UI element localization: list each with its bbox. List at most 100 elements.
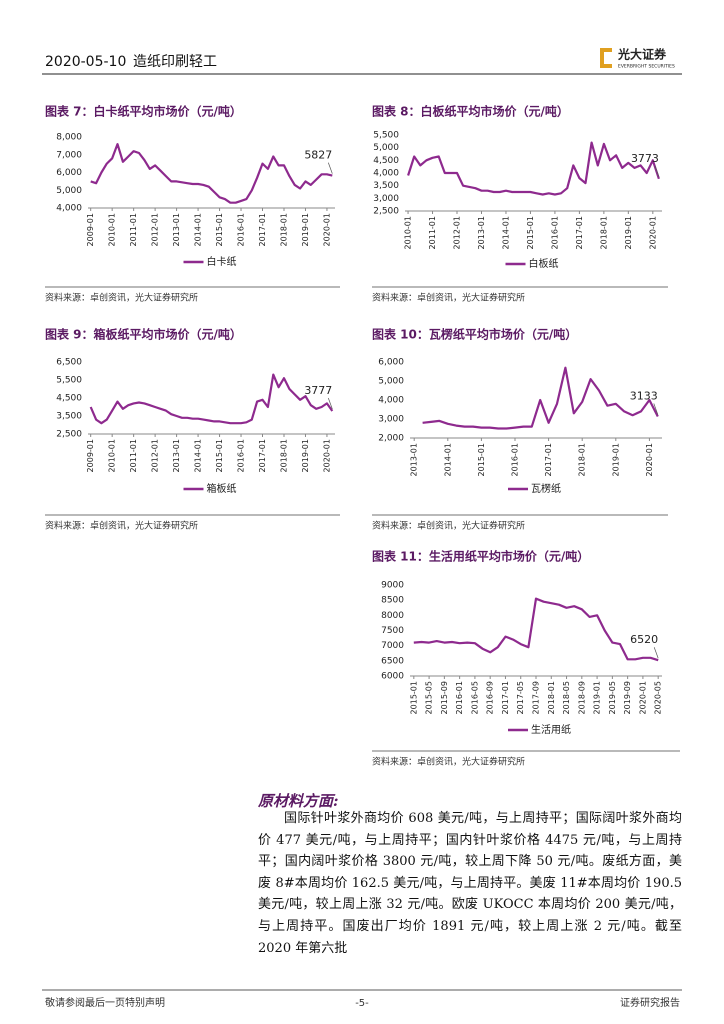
line-series (90, 143, 333, 204)
y-tick-label: 2,500 (56, 430, 82, 440)
x-tick-label: 2011-01 (428, 216, 437, 249)
x-tick-label: 2020-01 (648, 216, 657, 249)
x-tick-label: 2016-09 (486, 681, 495, 714)
x-tick-label: 2016-01 (455, 681, 464, 714)
x-tick-label: 2017-01 (575, 216, 584, 249)
y-tick-label: 3,000 (373, 194, 399, 204)
x-tick-label: 2017-01 (258, 213, 267, 246)
x-tick-label: 2020-01 (638, 681, 647, 714)
x-tick-label: 2014-01 (194, 439, 203, 472)
line-series (413, 597, 659, 662)
y-tick-label: 6,000 (378, 358, 404, 368)
y-tick-label: 5,500 (373, 131, 399, 141)
line-series (407, 141, 660, 196)
x-tick-label: 2015-01 (526, 216, 535, 249)
source: 资料来源：卓创资讯，光大证券研究所 (45, 520, 198, 532)
x-tick-label: 2009-01 (86, 213, 95, 246)
y-tick-label: 9000 (381, 581, 404, 591)
annotation: 6520 (630, 633, 658, 646)
y-tick-label: 5,000 (56, 186, 82, 196)
x-tick-label: 2015-01 (409, 681, 418, 714)
x-tick-label: 2013-01 (172, 439, 181, 472)
section-body: 国际针叶浆外商均价 608 美元/吨，与上周持平；国际阔叶浆外商均价 477 美… (258, 811, 682, 956)
y-tick-label: 6000 (381, 672, 404, 682)
x-tick-label: 2011-01 (129, 439, 138, 472)
y-tick-label: 7000 (381, 641, 404, 651)
y-tick-label: 7500 (381, 626, 404, 636)
source: 资料来源：卓创资讯，光大证券研究所 (372, 520, 525, 532)
footer-page: -5- (355, 998, 369, 1009)
x-tick-label: 2017-09 (532, 681, 541, 714)
legend-label: 白板纸 (529, 257, 559, 270)
header-date: 2020-05-10 (45, 54, 126, 70)
chart-title: 图表 9：箱板纸平均市场价（元/吨） (45, 327, 242, 342)
annotation: 3777 (304, 384, 332, 397)
x-tick-label: 2013-01 (477, 216, 486, 249)
x-tick-label: 2015-05 (425, 681, 434, 714)
x-tick-label: 2015-01 (215, 439, 224, 472)
annotation-leader (327, 162, 333, 174)
x-tick-label: 2020-01 (645, 443, 654, 476)
legend-label: 白卡纸 (207, 255, 237, 268)
x-tick-label: 2018-01 (279, 213, 288, 246)
x-tick-label: 2016-01 (511, 443, 520, 476)
y-tick-label: 4,500 (373, 156, 399, 166)
logo-text-en: EVERBRIGHT SECURITIES (618, 64, 675, 70)
section-heading: 原材料方面: (258, 792, 339, 810)
x-tick-label: 2018-09 (577, 681, 586, 714)
x-tick-label: 2019-01 (593, 681, 602, 714)
x-tick-label: 2019-01 (624, 216, 633, 249)
y-tick-label: 2,000 (378, 434, 404, 444)
x-tick-label: 2013-01 (410, 443, 419, 476)
footer-left: 敬请参阅最后一页特别声明 (45, 996, 165, 1009)
x-tick-label: 2010-01 (108, 213, 117, 246)
x-tick-label: 2009-01 (86, 439, 95, 472)
x-tick-label: 2019-05 (608, 681, 617, 714)
header-sector: 造纸印刷轻工 (133, 54, 217, 70)
annotation: 3133 (630, 389, 658, 402)
y-tick-label: 4,000 (378, 396, 404, 406)
x-tick-label: 2019-01 (301, 439, 310, 472)
line-series (422, 366, 659, 430)
x-tick-label: 2020-05 (654, 681, 663, 714)
x-tick-label: 2011-01 (129, 213, 138, 246)
y-tick-label: 5,000 (373, 143, 399, 153)
legend-label: 箱板纸 (207, 482, 237, 495)
y-tick-label: 4,000 (373, 169, 399, 179)
x-tick-label: 2014-01 (194, 213, 203, 246)
y-tick-label: 2,500 (373, 207, 399, 217)
x-tick-label: 2020-01 (322, 213, 331, 246)
x-tick-label: 2017-01 (544, 443, 553, 476)
x-tick-label: 2018-01 (578, 443, 587, 476)
y-tick-label: 7,000 (56, 150, 82, 160)
annotation-leader (653, 403, 659, 415)
x-tick-label: 2010-01 (108, 439, 117, 472)
x-tick-label: 2015-01 (477, 443, 486, 476)
x-tick-label: 2017-01 (501, 681, 510, 714)
x-tick-label: 2018-01 (599, 216, 608, 249)
chart-title: 图表 10：瓦楞纸平均市场价（元/吨） (372, 327, 577, 342)
y-tick-label: 6,000 (56, 168, 82, 178)
annotation: 3773 (631, 152, 659, 165)
annotation-leader (654, 165, 660, 177)
chart-title: 图表 11：生活用纸平均市场价（元/吨） (372, 549, 589, 564)
y-tick-label: 3,500 (373, 181, 399, 191)
x-tick-label: 2016-01 (550, 216, 559, 249)
x-tick-label: 2020-01 (322, 439, 331, 472)
x-tick-label: 2012-01 (151, 439, 160, 472)
source: 资料来源：卓创资讯，光大证券研究所 (372, 292, 525, 304)
x-tick-label: 2014-01 (501, 216, 510, 249)
y-tick-label: 8,000 (56, 133, 82, 143)
y-tick-label: 6500 (381, 656, 404, 666)
x-tick-label: 2018-05 (562, 681, 571, 714)
x-tick-label: 2018-01 (547, 681, 556, 714)
x-tick-label: 2015-01 (215, 213, 224, 246)
legend-label: 瓦楞纸 (531, 482, 561, 495)
x-tick-label: 2017-05 (516, 681, 525, 714)
x-tick-label: 2015-09 (440, 681, 449, 714)
y-tick-label: 4,500 (56, 394, 82, 404)
line-series (89, 373, 334, 425)
source: 资料来源：卓创资讯，光大证券研究所 (45, 292, 198, 304)
logo-text: 光大证券 (617, 47, 667, 62)
